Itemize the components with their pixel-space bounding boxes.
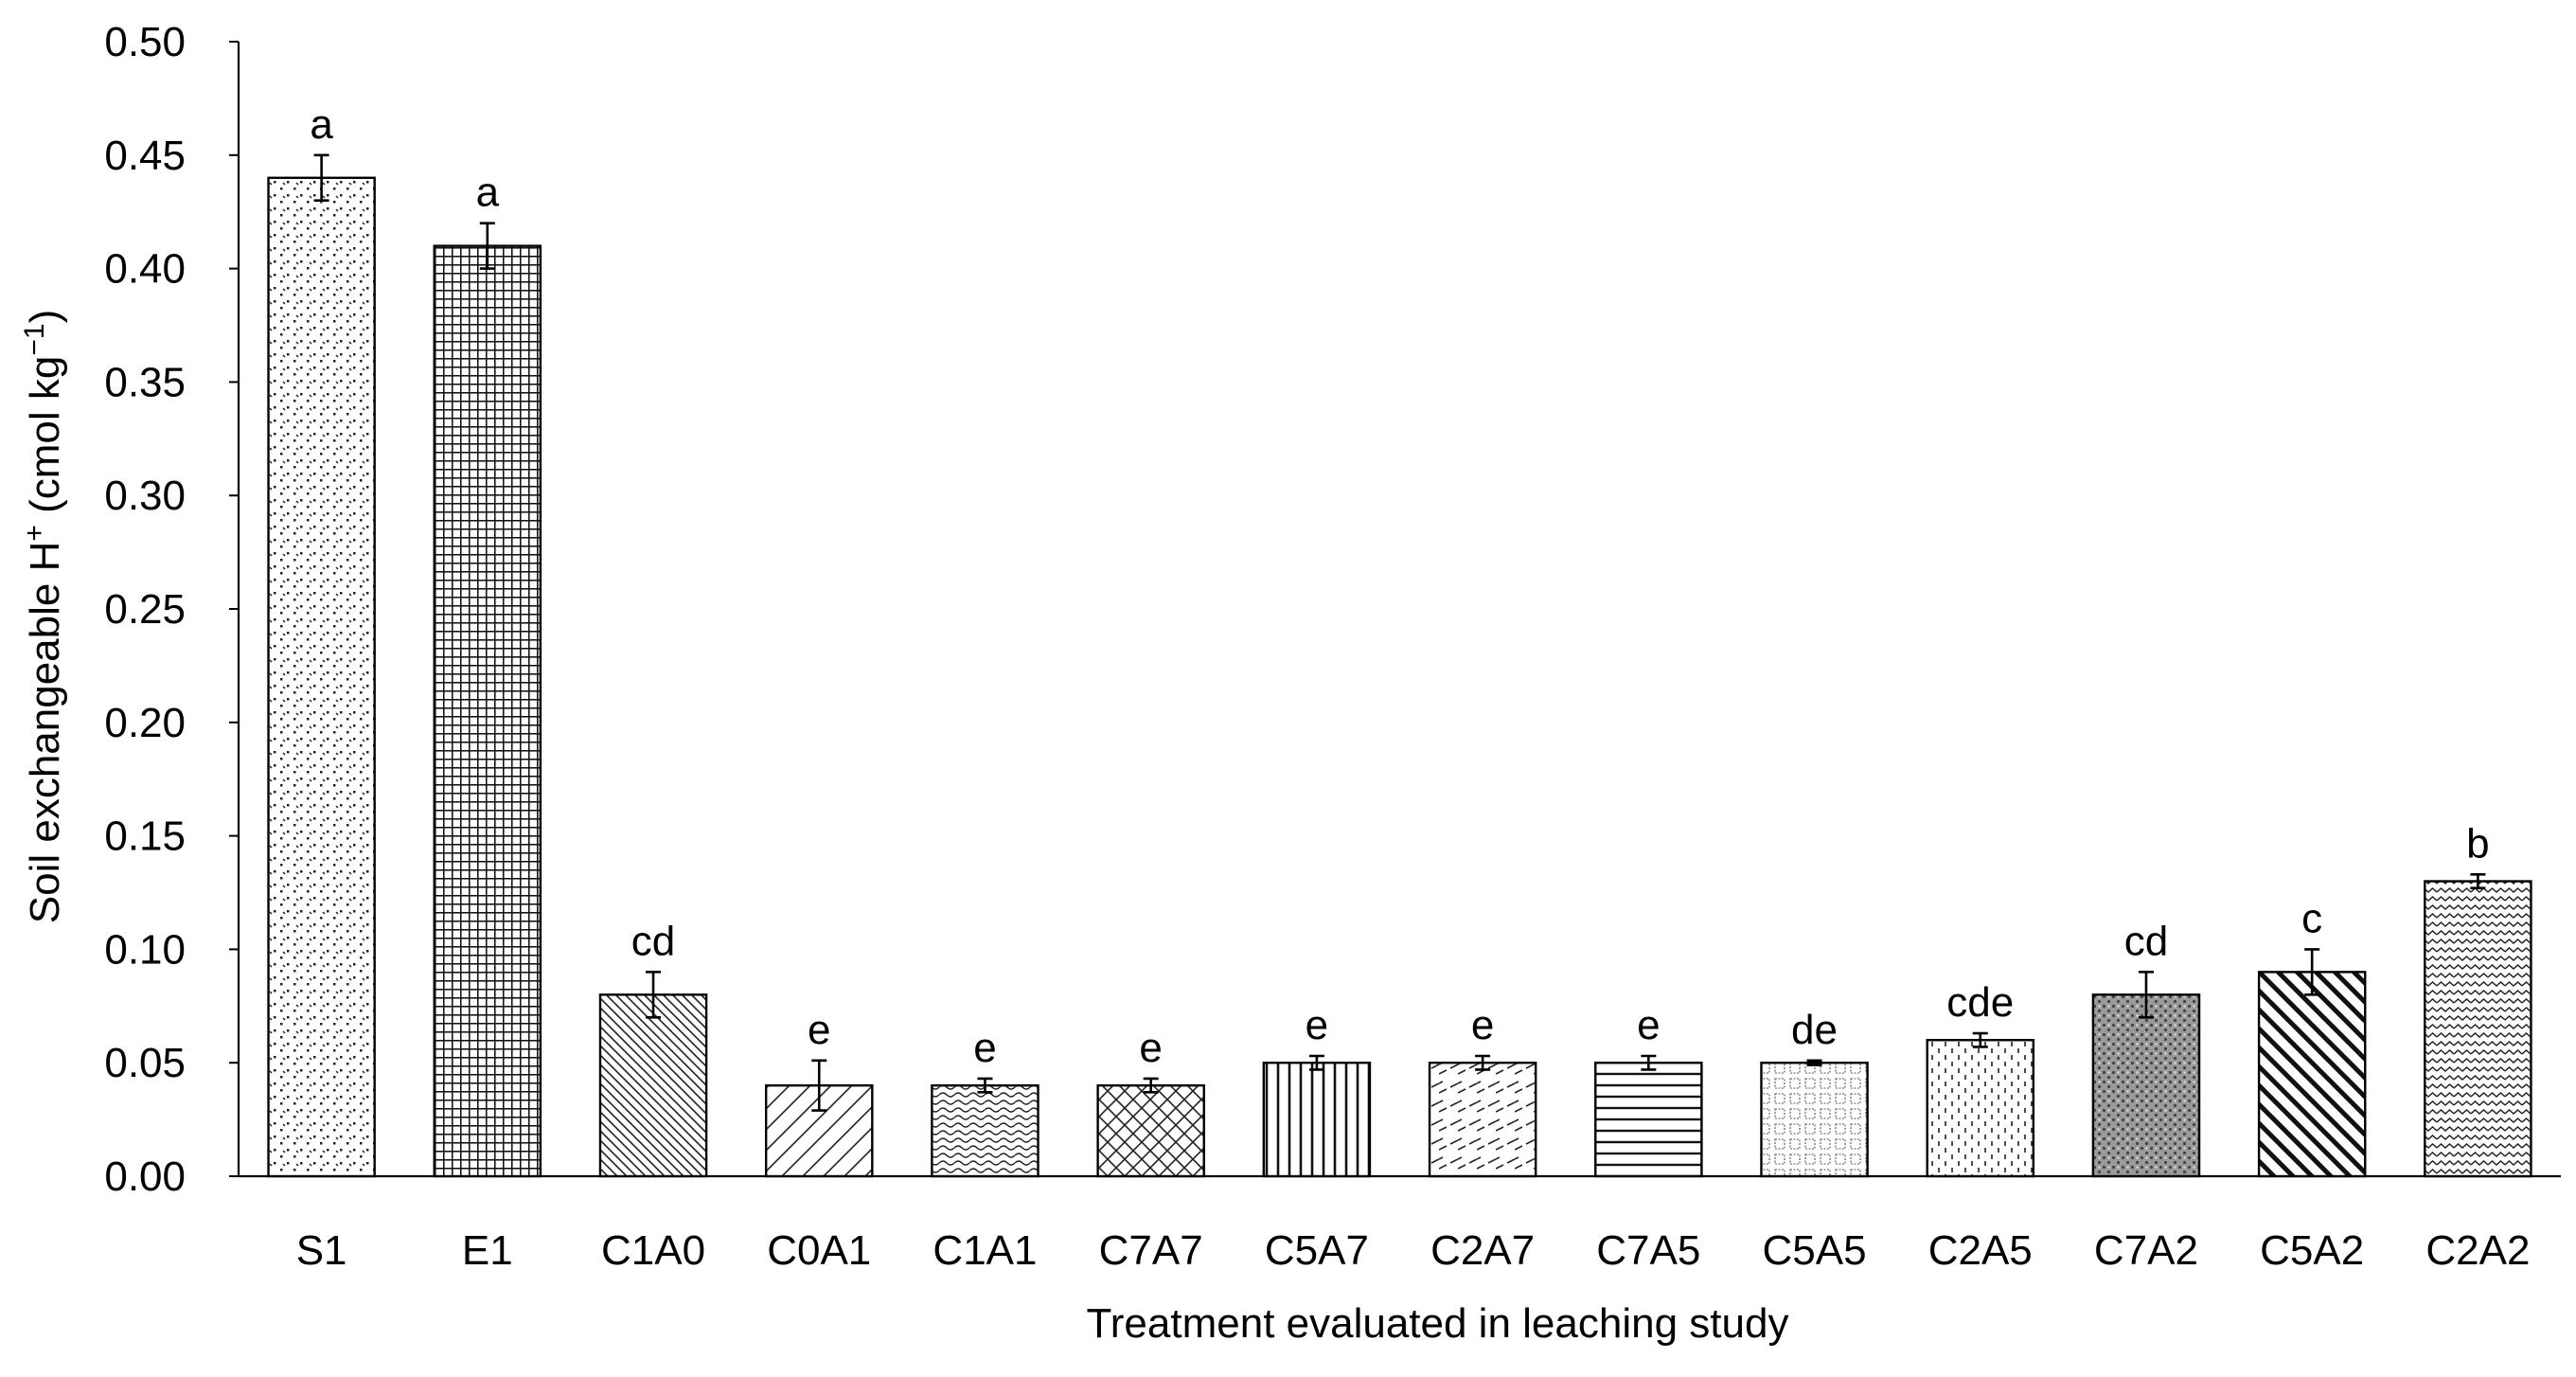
significance-letter: e [808, 1007, 830, 1053]
significance-letter: a [310, 101, 333, 148]
y-axis-label: Soil exchangeable H+ (cmol kg−1) [19, 310, 68, 924]
x-tick-label: C5A5 [1762, 1227, 1866, 1274]
y-tick-label: 0.35 [104, 359, 186, 405]
y-tick-label: 0.05 [104, 1040, 186, 1086]
y-tick-label: 0.25 [104, 586, 186, 633]
significance-letter: e [1471, 1002, 1494, 1048]
bar-c2a2 [2424, 880, 2532, 1178]
error-bar-c5a5 [1806, 1059, 1822, 1066]
bar-c7a7 [1096, 1083, 1205, 1178]
bar-c7a5 [1594, 1061, 1703, 1178]
y-tick-label: 0.40 [104, 246, 186, 293]
significance-letter: a [476, 170, 500, 216]
bar-c5a5 [1760, 1061, 1869, 1178]
y-tick-label: 0.50 [104, 19, 186, 65]
x-tick-label: C7A7 [1099, 1227, 1203, 1274]
x-tick-label: C1A0 [601, 1227, 705, 1274]
labels: 0.00 0.05 0.10 0.15 0.20 0.25 0.30 0.35 0.40 0.45… [19, 19, 2530, 1347]
y-tick-label: 0.45 [104, 133, 186, 179]
x-tick-label: C7A2 [2094, 1227, 2198, 1274]
x-tick-label: C2A7 [1430, 1227, 1535, 1274]
error-bar-s1 [313, 153, 329, 203]
y-tick-label: 0.15 [104, 814, 186, 860]
x-tick-label: C2A2 [2425, 1227, 2530, 1274]
x-tick-label: C0A1 [767, 1227, 871, 1274]
bar-c7a2 [2091, 993, 2201, 1178]
error-bar-e1 [479, 222, 495, 270]
significance-letter: e [1139, 1025, 1162, 1071]
significance-letter: de [1791, 1007, 1838, 1053]
x-tick-label: C2A5 [1928, 1227, 2033, 1274]
bar-e1 [433, 244, 542, 1178]
x-tick-label: C1A1 [933, 1227, 1037, 1274]
x-tick-label: S1 [296, 1227, 347, 1274]
significance-letter: cd [631, 918, 675, 964]
y-tick-label: 0.30 [104, 473, 186, 519]
significance-letter: c [2301, 895, 2322, 941]
bar-c2a5 [1926, 1039, 2035, 1178]
y-tick-label: 0.20 [104, 700, 186, 746]
error-bar-c1a1 [977, 1077, 993, 1094]
x-tick-label: C5A7 [1265, 1227, 1369, 1274]
significance-letter: e [1637, 1002, 1660, 1048]
significance-letter: cd [2124, 918, 2168, 964]
bar-c5a2 [2257, 971, 2367, 1178]
error-bar-c1a0 [646, 971, 662, 1019]
x-axis-label: Treatment evaluated in leaching study [1087, 1300, 1789, 1347]
bar-c2a7 [1428, 1061, 1537, 1178]
significance-letter: e [1306, 1002, 1328, 1048]
error-bar-c2a7 [1475, 1054, 1491, 1071]
y-tick-label: 0.00 [104, 1153, 186, 1200]
y-tick-label: 0.10 [104, 926, 186, 973]
error-bar-c2a2 [2470, 873, 2486, 890]
significance-letter: b [2466, 820, 2489, 867]
x-tick-label: E1 [462, 1227, 513, 1274]
axes [229, 41, 2561, 1178]
error-bar-c7a7 [1143, 1077, 1159, 1094]
error-bar-c5a7 [1308, 1054, 1324, 1071]
x-tick-label: C7A5 [1596, 1227, 1700, 1274]
x-tick-label: C5A2 [2260, 1227, 2364, 1274]
bar-c1a0 [598, 993, 708, 1178]
significance-letter: cde [1946, 979, 2014, 1026]
error-bar-c0a1 [811, 1059, 827, 1112]
bars [267, 153, 2532, 1178]
bar-c5a7 [1262, 1061, 1372, 1178]
significance-letter: e [973, 1025, 996, 1071]
bar-c1a1 [931, 1083, 1039, 1178]
error-bar-c5a2 [2304, 948, 2320, 996]
error-bar-c7a5 [1641, 1054, 1657, 1071]
error-bar-c2a5 [1972, 1031, 1988, 1048]
error-bar-c7a2 [2138, 971, 2154, 1019]
bar-s1 [267, 176, 376, 1178]
